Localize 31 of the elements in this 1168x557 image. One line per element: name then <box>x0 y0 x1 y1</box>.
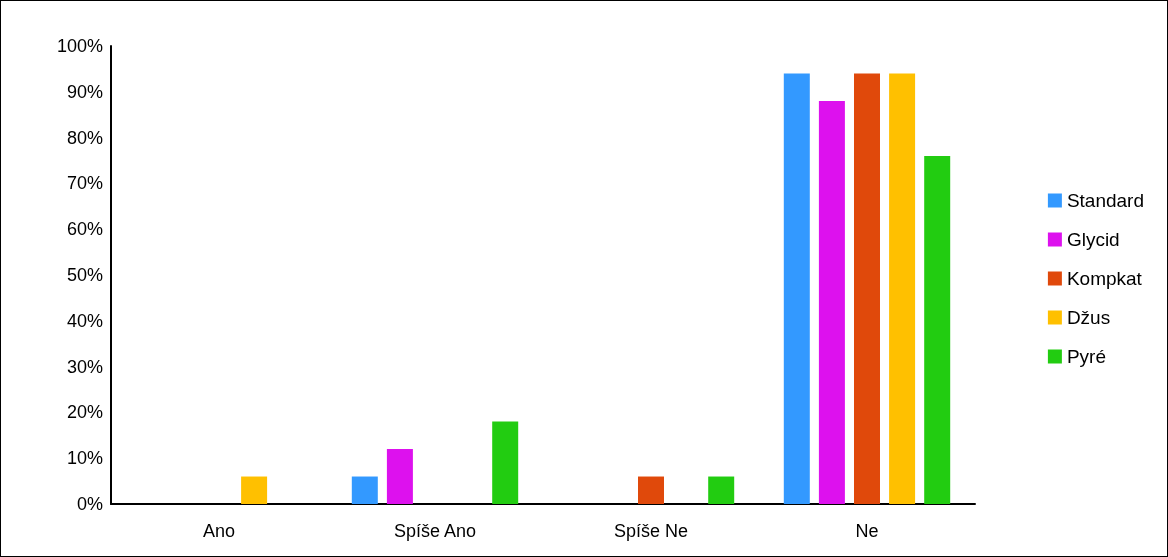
bar <box>492 421 519 504</box>
y-tick-label: 90% <box>66 81 103 102</box>
y-tick-label: 40% <box>66 310 103 331</box>
legend-label: Kompkat <box>1066 268 1143 289</box>
legend-label: Džus <box>1066 307 1111 328</box>
bar <box>854 73 880 504</box>
y-tick-label: 30% <box>66 356 103 377</box>
y-tick-label: 50% <box>66 265 103 285</box>
bar <box>386 449 413 504</box>
bar <box>818 100 845 504</box>
bar <box>889 73 916 504</box>
bar <box>708 476 735 504</box>
y-tick-label: 20% <box>66 402 103 423</box>
bar <box>783 73 810 504</box>
y-tick-label: 70% <box>66 173 103 194</box>
legend-label: Glycid <box>1066 229 1120 250</box>
y-tick-label: 80% <box>66 127 103 148</box>
x-tick-label: Ano <box>202 521 236 541</box>
legend-label: Standard <box>1066 190 1145 211</box>
bar <box>241 476 268 504</box>
x-tick-label: Spíše Ne <box>613 521 689 541</box>
y-tick-label: 60% <box>66 219 103 240</box>
bar <box>351 476 378 504</box>
y-tick-label: 0% <box>76 494 103 514</box>
bar <box>924 155 951 504</box>
x-tick-label: Spíše Ano <box>393 521 477 541</box>
legend-label: Pyré <box>1066 346 1106 367</box>
y-tick-label: 100% <box>56 36 103 56</box>
bar <box>638 476 664 504</box>
x-tick-label: Ne <box>855 521 879 541</box>
y-tick-label: 10% <box>66 448 103 469</box>
